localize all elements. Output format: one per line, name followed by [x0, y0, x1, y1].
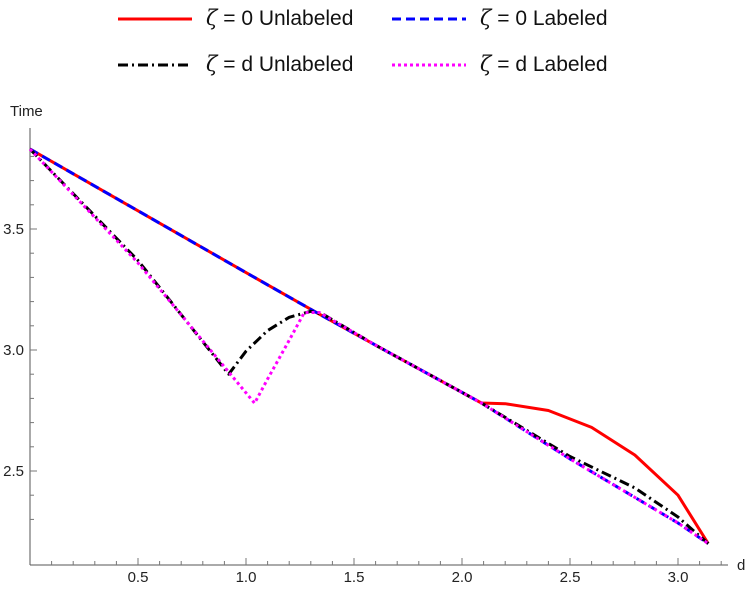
- legend-swatch-zetad-labeled: [392, 63, 466, 66]
- y-tick-label: 3.0: [3, 342, 24, 359]
- legend-swatch-zeta0-labeled: [392, 17, 466, 20]
- series-line-3: [28, 148, 710, 545]
- legend-item-zetad-unlabeled: ζ = d Unlabeled: [118, 52, 353, 77]
- x-tick-label: 1.0: [236, 569, 257, 586]
- axes: 0.5 1.0 1.5 2.0 2.5 3.0 2.5 3.0 3.5 Time d: [3, 103, 745, 586]
- legend-label-zetad-labeled: ζ = d Labeled: [480, 52, 608, 76]
- legend-item-zeta0-unlabeled: ζ = 0 Unlabeled: [118, 6, 353, 31]
- x-tick-label: 2.0: [452, 569, 473, 586]
- series-line-1: [29, 147, 710, 545]
- legend-label-zeta0-labeled: ζ = 0 Labeled: [480, 6, 608, 30]
- legend-swatch-zetad-unlabeled: [118, 63, 192, 66]
- legend-item-zetad-labeled: ζ = d Labeled: [392, 52, 608, 77]
- legend-item-zeta0-labeled: ζ = 0 Labeled: [392, 6, 608, 31]
- series-group: [28, 147, 710, 545]
- x-tick-label: 1.5: [344, 569, 365, 586]
- y-tick-label: 3.5: [3, 221, 24, 238]
- x-tick-label: 2.5: [560, 569, 581, 586]
- x-tick-label: 0.5: [128, 569, 149, 586]
- x-tick-label: 3.0: [668, 569, 689, 586]
- series-line-2: [28, 148, 710, 545]
- legend-label-zetad-unlabeled: ζ = d Unlabeled: [206, 52, 354, 76]
- y-axis-label: Time: [10, 103, 43, 120]
- x-axis-label: d: [737, 557, 745, 574]
- y-tick-label: 2.5: [3, 463, 24, 480]
- legend-swatch-zeta0-unlabeled: [118, 17, 192, 20]
- legend-label-zeta0-unlabeled: ζ = 0 Unlabeled: [206, 6, 354, 30]
- legend: ζ = 0 Unlabeled ζ = 0 Labeled ζ = d Unla…: [0, 0, 747, 100]
